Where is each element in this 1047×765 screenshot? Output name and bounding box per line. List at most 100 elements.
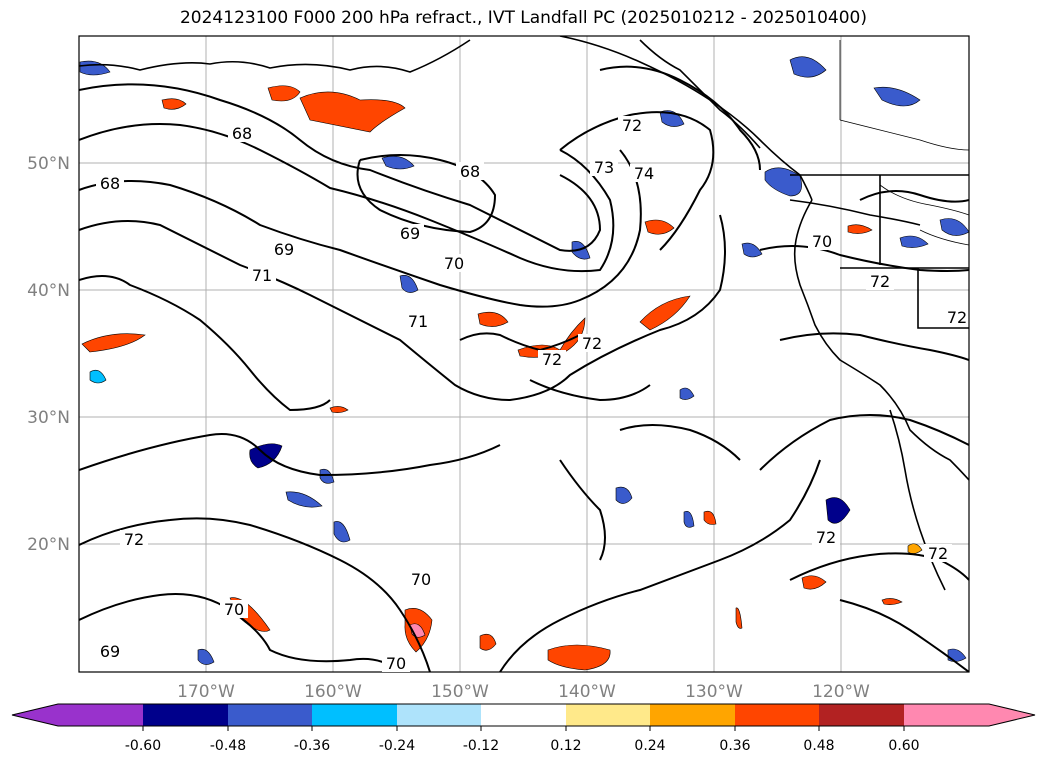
colorbar-segment	[143, 704, 228, 726]
cool-patch	[197, 648, 215, 665]
cool-patch	[319, 468, 335, 484]
lat-tick-label: 20°N	[27, 535, 70, 555]
cool-patch	[679, 387, 695, 400]
contour-label: 70	[224, 600, 244, 619]
cool-patch	[741, 242, 763, 258]
colorbar-segment	[904, 704, 989, 726]
colorbar-tick-label: 0.60	[888, 738, 919, 754]
contour-label-group	[96, 116, 967, 672]
cool-patch	[285, 491, 323, 508]
warm-patch	[267, 85, 301, 102]
contour-label: 72	[816, 528, 836, 547]
cool-patch	[333, 521, 351, 543]
colorbar-extend-min	[12, 704, 58, 726]
colorbar-tick-label: 0.24	[634, 738, 665, 754]
longitude-tick-labels: 170°W 160°W 150°W 140°W 130°W 120°W	[177, 682, 870, 702]
warm-patch	[881, 598, 903, 605]
lat-tick-label: 30°N	[27, 408, 70, 428]
lat-tick-label: 50°N	[27, 154, 70, 174]
contour-label: 70	[444, 254, 464, 273]
coastlines	[79, 36, 969, 591]
positive-anomaly-patches	[81, 85, 923, 671]
cool-patch	[899, 235, 929, 248]
negative-anomaly-patches	[79, 56, 969, 665]
colorbar-segment	[312, 704, 397, 726]
colorbar-segment	[735, 704, 819, 726]
cool-patch	[399, 275, 419, 293]
lon-tick-label: 160°W	[304, 682, 362, 702]
contour-label: 69	[400, 224, 420, 243]
colorbar-tick-label: 0.36	[719, 738, 750, 754]
warm-patch	[639, 295, 691, 331]
contour-labels: 68 68 68 69 69 70 71 71 72 73 74 72 70 7…	[100, 116, 967, 673]
cool-patch	[381, 155, 415, 170]
warm-patch	[801, 575, 827, 590]
cool-patch	[825, 497, 851, 524]
warm-patch	[477, 311, 509, 327]
colorbar-segment	[228, 704, 312, 726]
map-title: 2024123100 F000 200 hPa refract., IVT La…	[179, 8, 867, 28]
cool-patch	[873, 86, 921, 107]
cool-patch	[789, 56, 827, 78]
warm-patch	[161, 98, 187, 110]
colorbar-tick-label: -0.12	[463, 738, 499, 754]
contour-label: 68	[232, 124, 252, 143]
warm-patch	[735, 607, 743, 629]
lon-tick-label: 150°W	[431, 682, 489, 702]
lon-tick-label: 170°W	[177, 682, 235, 702]
contour-lines	[79, 65, 969, 672]
colorbar-segment	[819, 704, 904, 726]
cool-patch	[571, 241, 591, 260]
contour-label: 72	[928, 544, 948, 563]
contour-label: 72	[542, 350, 562, 369]
contour-label: 70	[411, 570, 431, 589]
contour-label: 72	[124, 530, 144, 549]
colorbar-tick-label: -0.60	[125, 738, 161, 754]
cool-patch	[89, 369, 107, 384]
warm-patch	[299, 91, 406, 133]
warm-patch	[644, 219, 675, 235]
cool-patch	[683, 511, 695, 528]
cool-patch	[947, 648, 967, 662]
colorbar-tick-label: -0.48	[210, 738, 246, 754]
lon-tick-label: 120°W	[812, 682, 870, 702]
contour-label: 70	[386, 654, 406, 673]
contour-label: 72	[947, 308, 967, 327]
contour-label: 71	[252, 266, 272, 285]
contour-label: 72	[870, 272, 890, 291]
contour-label: 70	[812, 232, 832, 251]
warm-patch	[329, 406, 349, 413]
warm-patch	[847, 224, 873, 234]
cool-patch	[615, 486, 633, 504]
colorbar-outline	[11, 703, 1036, 727]
gridlines	[79, 36, 969, 672]
colorbar: -0.60 -0.48 -0.36 -0.24 -0.12 0.12 0.24 …	[11, 703, 1036, 754]
lat-tick-label: 40°N	[27, 281, 70, 301]
inland-borders	[839, 40, 969, 246]
contour-label: 72	[582, 334, 602, 353]
map-frame	[78, 35, 970, 673]
latitude-tick-labels: 50°N 40°N 30°N 20°N	[27, 154, 70, 555]
contour-label: 71	[408, 312, 428, 331]
colorbar-tick-label: -0.36	[294, 738, 330, 754]
contour-label: 68	[100, 174, 120, 193]
colorbar-segment	[481, 704, 566, 726]
warm-patch	[479, 633, 497, 651]
cool-patch	[659, 110, 685, 127]
warm-patch	[81, 333, 146, 353]
colorbar-tick-label: -0.24	[379, 738, 415, 754]
colorbar-tick-label: 0.12	[550, 738, 581, 754]
colorbar-segment	[650, 704, 735, 726]
contour-label: 69	[274, 240, 294, 259]
colorbar-segment	[397, 704, 481, 726]
colorbar-segment	[58, 704, 143, 726]
warm-patch	[703, 510, 717, 525]
warm-patch	[547, 644, 611, 671]
lon-tick-label: 140°W	[558, 682, 616, 702]
contour-label: 73	[594, 158, 614, 177]
contour-label: 68	[460, 162, 480, 181]
colorbar-segment	[566, 704, 650, 726]
contour-label: 72	[622, 116, 642, 135]
colorbar-tick-label: 0.48	[803, 738, 834, 754]
